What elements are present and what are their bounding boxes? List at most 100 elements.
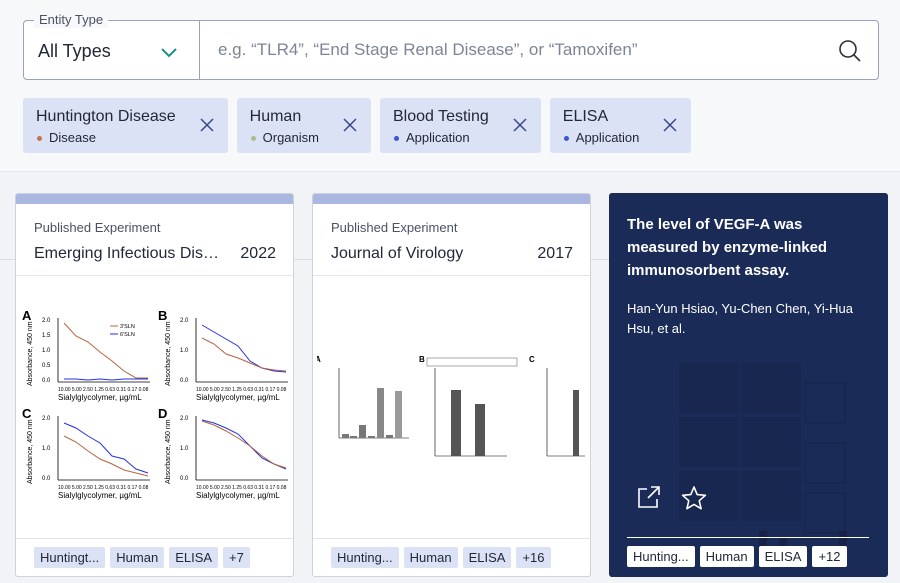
- entity-type-value: All Types: [38, 41, 111, 61]
- card-year: 2017: [537, 245, 573, 262]
- svg-text:Absorbance, 450 nm: Absorbance, 450 nm: [27, 321, 34, 386]
- tag[interactable]: Huntingt...: [34, 547, 106, 568]
- card-journal: Journal of Virology: [331, 245, 464, 262]
- tag[interactable]: Hunting...: [331, 547, 399, 568]
- divider: [313, 275, 590, 276]
- svg-text:D: D: [158, 406, 167, 421]
- svg-text:10.00 5.00 2.50 1.25 0.63 0.31: 10.00 5.00 2.50 1.25 0.63 0.31 0.17 0.08: [58, 485, 149, 491]
- application-dot: [394, 136, 399, 141]
- panel-c: C: [529, 355, 585, 457]
- divider: [313, 538, 590, 539]
- entity-type-select[interactable]: Entity Type All Types: [23, 12, 199, 80]
- svg-text:0.5: 0.5: [42, 363, 51, 369]
- entity-type-label: Entity Type: [34, 12, 109, 28]
- svg-text:2.0: 2.0: [180, 416, 189, 422]
- star-icon[interactable]: [681, 485, 707, 516]
- tag[interactable]: ELISA: [462, 547, 512, 568]
- svg-text:2.0: 2.0: [180, 318, 189, 324]
- svg-text:6′SLN: 6′SLN: [120, 332, 135, 338]
- chip-type: Application: [563, 130, 639, 146]
- experiment-figure: [679, 363, 847, 551]
- svg-text:2.0: 2.0: [42, 318, 51, 324]
- tag-more[interactable]: +16: [516, 547, 551, 568]
- close-icon[interactable]: [200, 118, 214, 132]
- svg-text:Sialylglycolymer, µg/mL: Sialylglycolymer, µg/mL: [196, 393, 280, 402]
- search-icon[interactable]: [838, 39, 862, 68]
- svg-text:Absorbance, 450 nm: Absorbance, 450 nm: [27, 419, 34, 484]
- divider: [591, 259, 609, 260]
- filter-chip: Blood Testing Application: [380, 98, 541, 153]
- filter-chips: Huntington Disease Disease Human Organis…: [23, 98, 692, 153]
- svg-text:Sialylglycolymer, µg/mL: Sialylglycolymer, µg/mL: [58, 491, 142, 500]
- divider: [627, 537, 869, 538]
- card-year: 2022: [240, 245, 276, 262]
- chip-type: Disease: [36, 130, 176, 146]
- close-icon[interactable]: [513, 118, 527, 132]
- experiment-figure: A 2.0 1.5 1.0 0.5 0.0 Absorbance, 450 nm…: [22, 308, 288, 500]
- svg-text:1.5: 1.5: [42, 333, 51, 339]
- search-box: [199, 20, 879, 80]
- svg-text:A: A: [22, 308, 32, 323]
- tag[interactable]: Hunting...: [627, 546, 695, 567]
- card-accent-bar: [16, 194, 293, 204]
- tag-list: Hunting... Human ELISA +16: [331, 547, 551, 568]
- panel-a: A: [317, 355, 409, 439]
- svg-text:1.0: 1.0: [42, 348, 51, 354]
- filter-chip: ELISA Application: [549, 98, 692, 153]
- divider: [294, 259, 312, 260]
- filter-chip: Human Organism: [236, 98, 371, 153]
- divider: [0, 259, 15, 260]
- card-accent-bar: [313, 194, 590, 204]
- tag-list: Hunting... Human ELISA +12: [627, 546, 847, 567]
- card-kind: Published Experiment: [331, 220, 458, 235]
- svg-text:0.0: 0.0: [42, 378, 51, 384]
- svg-text:10.00 5.00 2.50 1.25 0.63 0.31: 10.00 5.00 2.50 1.25 0.63 0.31 0.17 0.08: [196, 387, 287, 393]
- filter-chip: Huntington Disease Disease: [23, 98, 228, 153]
- svg-text:1.0: 1.0: [42, 446, 51, 452]
- panel-a: A 2.0 1.5 1.0 0.5 0.0 Absorbance, 450 nm…: [22, 308, 150, 402]
- svg-text:0.0: 0.0: [42, 476, 51, 482]
- search-input[interactable]: [200, 21, 820, 79]
- experiment-card[interactable]: Published Experiment Emerging Infectious…: [15, 193, 294, 577]
- chevron-down-icon: [161, 45, 177, 63]
- close-icon[interactable]: [343, 118, 357, 132]
- panel-b: B: [419, 355, 518, 457]
- tag-more[interactable]: +12: [812, 546, 847, 567]
- svg-text:0.0: 0.0: [180, 476, 189, 482]
- tag[interactable]: ELISA: [758, 546, 808, 567]
- open-in-new-icon[interactable]: [637, 485, 661, 516]
- organism-dot: [250, 136, 256, 141]
- tag[interactable]: Human: [403, 547, 458, 568]
- chip-type: Application: [393, 130, 489, 146]
- svg-text:A: A: [317, 355, 321, 364]
- tag[interactable]: ELISA: [169, 547, 219, 568]
- card-journal: Emerging Infectious Disea...: [34, 245, 224, 262]
- svg-text:B: B: [419, 355, 425, 364]
- svg-text:10.00 5.00 2.50 1.25 0.63 0.31: 10.00 5.00 2.50 1.25 0.63 0.31 0.17 0.08: [58, 387, 149, 393]
- experiment-card-hovered[interactable]: The level of VEGF-A was measured by enzy…: [609, 193, 888, 577]
- results-area: Published Experiment Emerging Infectious…: [0, 173, 900, 583]
- svg-text:B: B: [158, 308, 167, 323]
- card-kind: Published Experiment: [34, 220, 161, 235]
- svg-text:Sialylglycolymer, µg/mL: Sialylglycolymer, µg/mL: [196, 491, 280, 500]
- panel-b: B 2.0 1.0 0.0 Absorbance, 450 nm 10.00 5…: [158, 308, 288, 402]
- svg-text:2.0: 2.0: [42, 416, 51, 422]
- tag-more[interactable]: +7: [223, 547, 250, 568]
- svg-text:C: C: [529, 355, 535, 364]
- tag[interactable]: Human: [699, 546, 754, 567]
- svg-text:3′SLN: 3′SLN: [120, 324, 135, 330]
- svg-text:0.0: 0.0: [180, 378, 189, 384]
- panel-d: D 2.0 1.0 0.0 Absorbance, 450 nm 10.00 5…: [158, 406, 288, 500]
- panel-c: C 2.0 1.0 0.0 Absorbance, 450 nm 10.00 5…: [22, 406, 150, 500]
- close-icon[interactable]: [663, 118, 677, 132]
- tag[interactable]: Human: [110, 547, 165, 568]
- application-dot: [563, 136, 569, 141]
- experiment-card[interactable]: Published Experiment Journal of Virology…: [312, 193, 591, 577]
- chip-name: ELISA: [562, 108, 609, 125]
- experiment-figure: A B C: [317, 355, 585, 457]
- svg-text:1.0: 1.0: [180, 348, 189, 354]
- card-authors: Han-Yun Hsiao, Yu-Chen Chen, Yi-Hua Hsu,…: [627, 301, 853, 336]
- chip-type: Organism: [250, 130, 319, 146]
- chip-name: Human: [249, 108, 302, 125]
- card-actions: [637, 485, 707, 516]
